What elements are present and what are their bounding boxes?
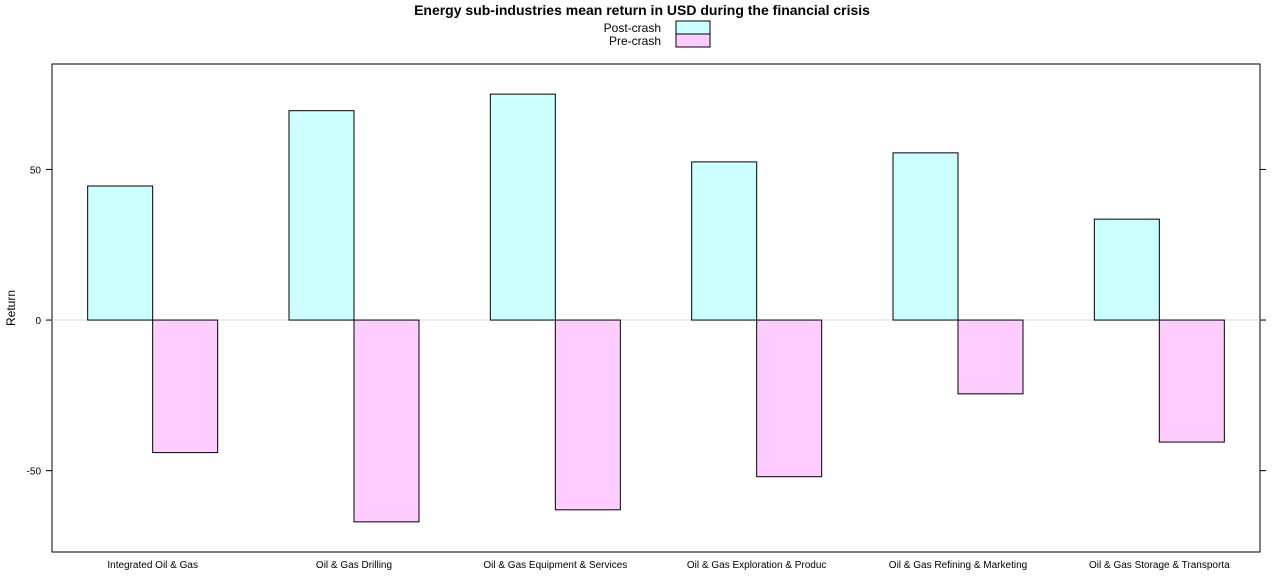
- x-tick-label: Oil & Gas Equipment & Services: [483, 560, 627, 571]
- y-axis: -50 0 50: [27, 165, 1266, 478]
- y-tick-label: -50: [27, 467, 42, 478]
- bar-pre-crash: [152, 319, 219, 454]
- bar-pre-crash: [957, 319, 1024, 395]
- chart-title: Energy sub-industries mean return in USD…: [414, 2, 870, 18]
- bar-pre-crash: [756, 319, 823, 478]
- bar-post-crash: [1093, 218, 1160, 321]
- x-tick-label: Oil & Gas Storage & Transporta: [1089, 560, 1230, 571]
- x-tick-label: Oil & Gas Exploration & Produc: [687, 560, 827, 571]
- y-tick-label: 0: [35, 316, 41, 327]
- x-tick-label: Oil & Gas Drilling: [316, 560, 392, 571]
- x-tick-label: Oil & Gas Refining & Marketing: [889, 560, 1027, 571]
- y-tick-label: 50: [30, 165, 42, 176]
- x-tick-label: Integrated Oil & Gas: [107, 560, 198, 571]
- legend-label: Post-crash: [604, 21, 661, 35]
- bar-pre-crash: [1158, 319, 1225, 443]
- bar-post-crash: [892, 152, 959, 321]
- bar-post-crash: [87, 185, 154, 321]
- legend-label: Pre-crash: [609, 34, 661, 48]
- bar-post-crash: [691, 161, 758, 321]
- bar-pre-crash: [353, 319, 420, 523]
- bar-post-crash: [288, 110, 355, 321]
- legend-swatch: [675, 33, 711, 48]
- bar-post-crash: [489, 93, 556, 321]
- bars: [87, 93, 1225, 523]
- y-axis-label: Return: [4, 290, 18, 326]
- legend-swatch: [675, 20, 711, 35]
- plot-frame: [51, 63, 1261, 553]
- bar-pre-crash: [554, 319, 621, 511]
- x-axis: Integrated Oil & Gas Oil & Gas Drilling Oi…: [107, 560, 1230, 571]
